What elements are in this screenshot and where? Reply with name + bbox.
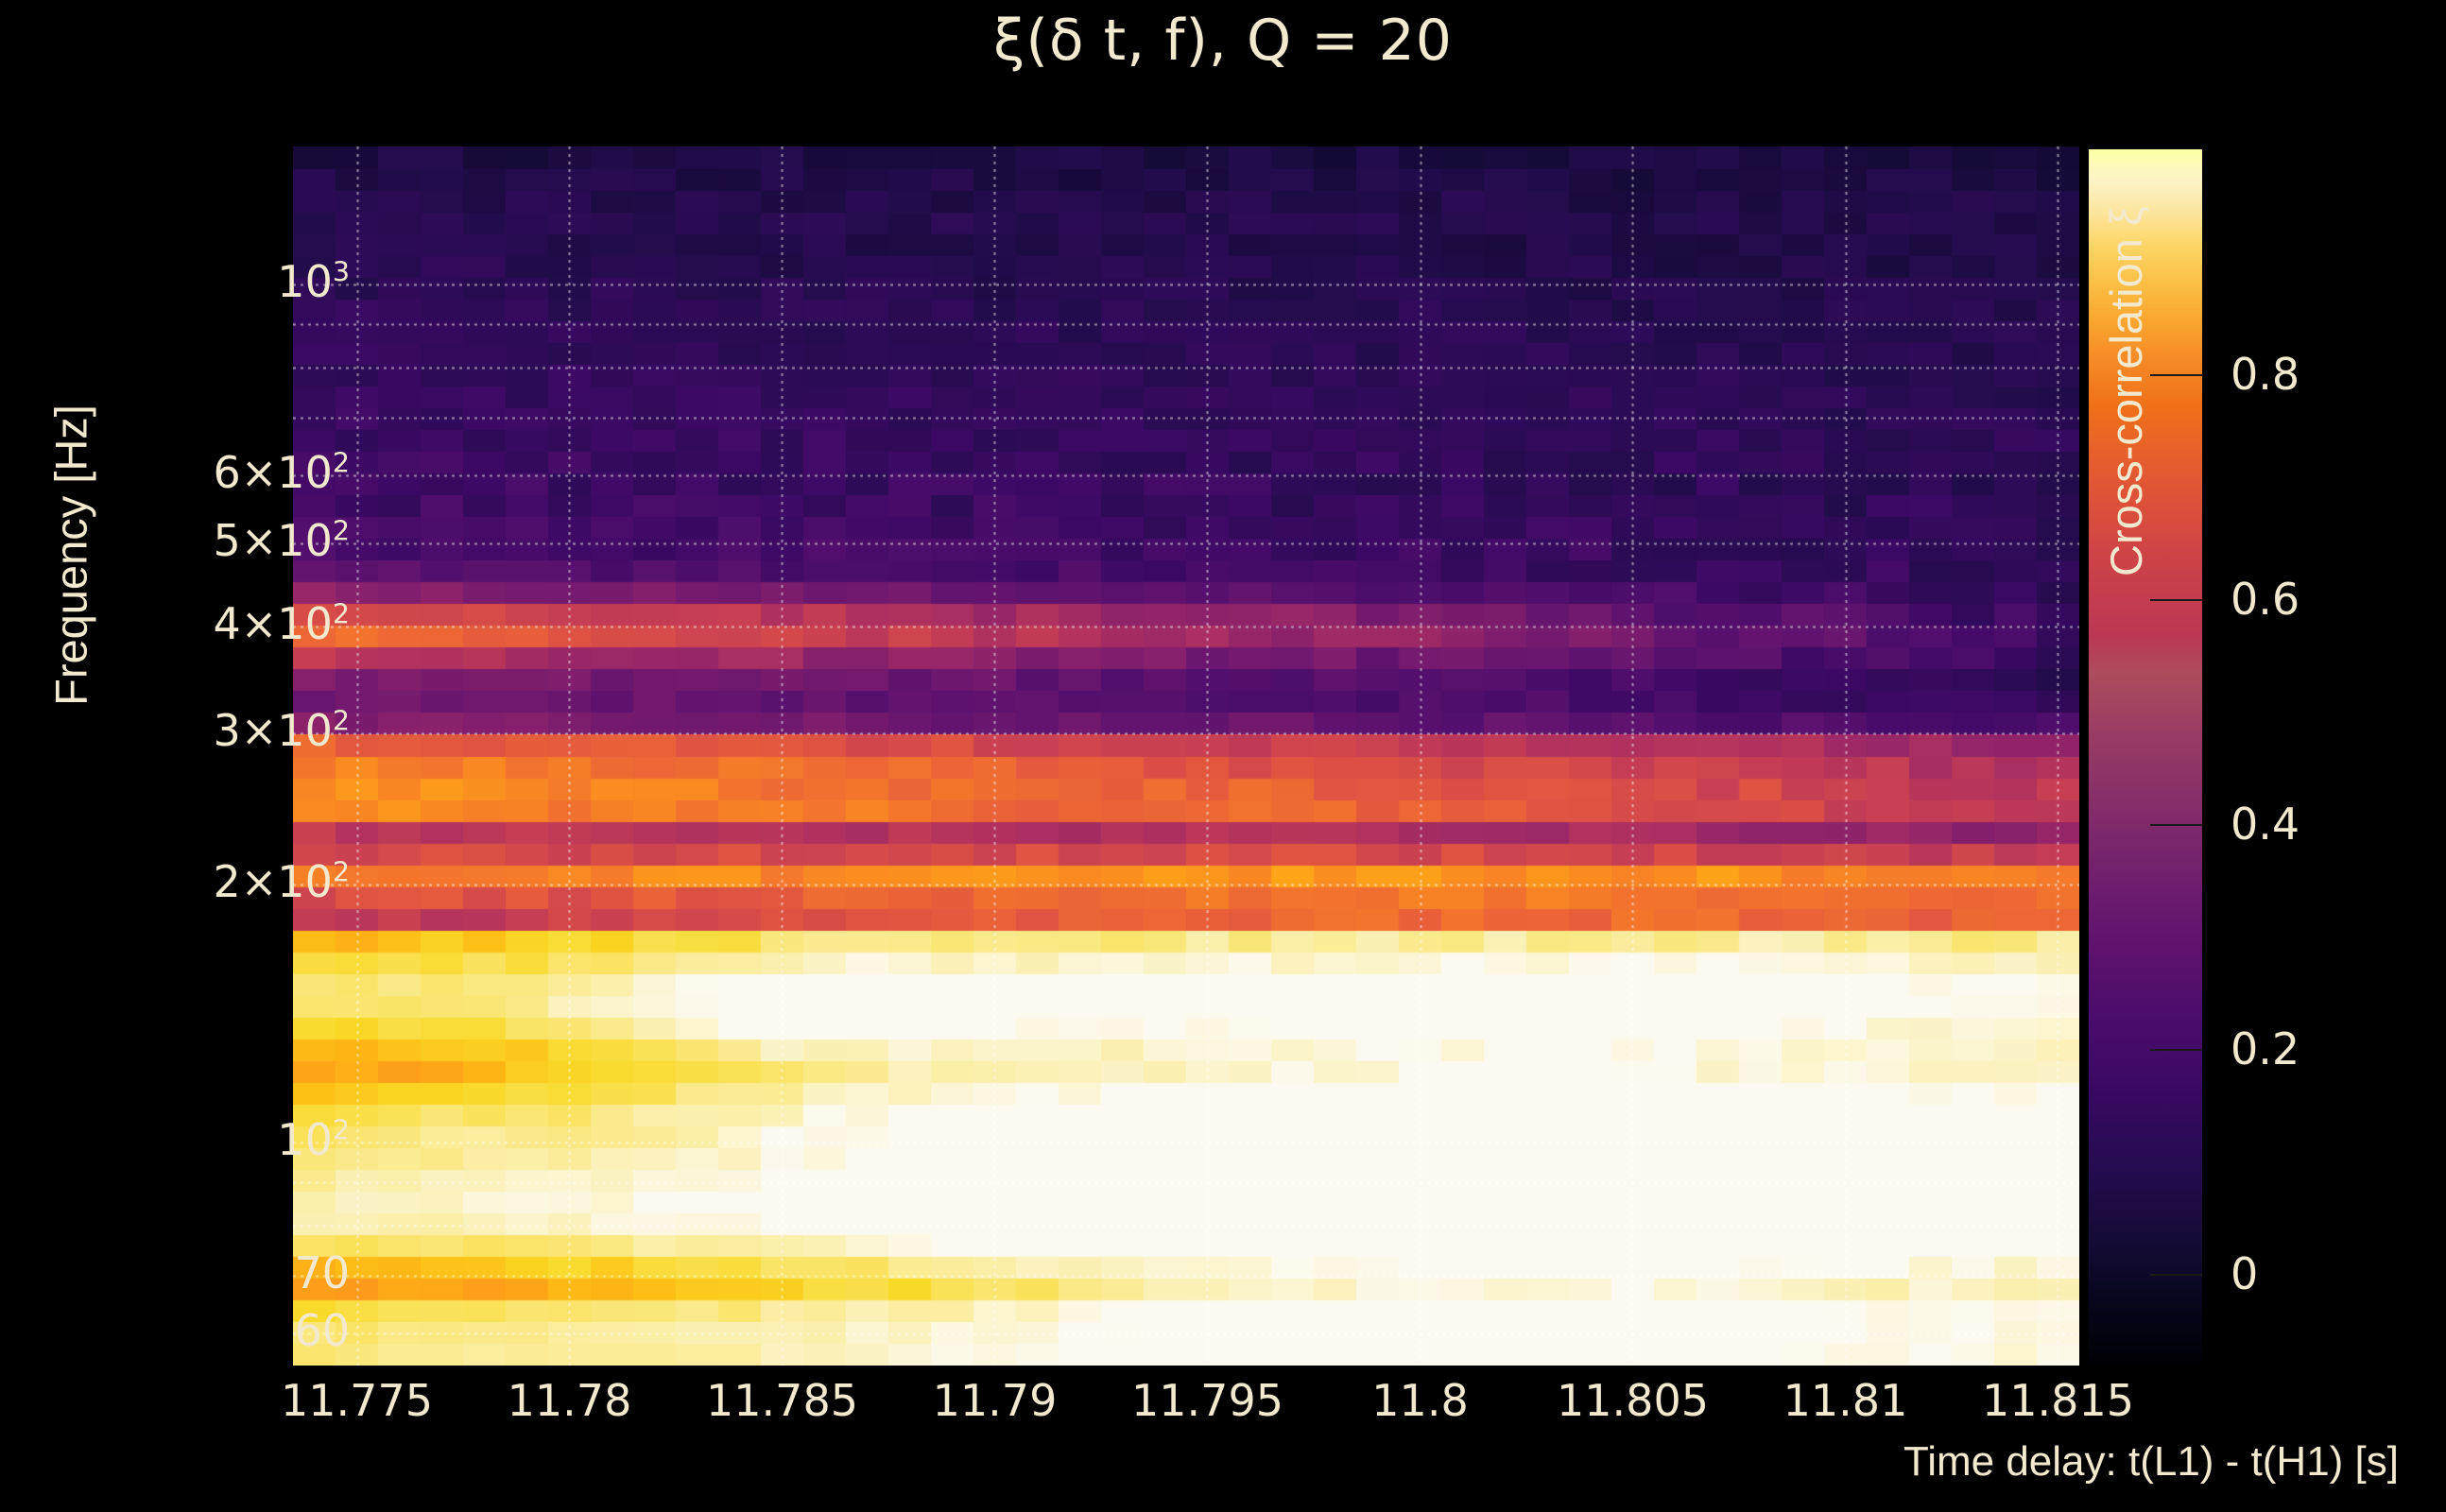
heatmap-plot-area xyxy=(293,146,2079,1366)
x-tick-label: 11.78 xyxy=(507,1375,632,1426)
colorbar-tick-mark xyxy=(2150,823,2202,826)
colorbar-tick-label: 0.6 xyxy=(2231,573,2300,625)
y-tick-label: 3×102 xyxy=(213,705,351,757)
colorbar-tick-mark xyxy=(2150,373,2202,376)
colorbar-tick-mark xyxy=(2150,598,2202,601)
x-tick-label: 11.805 xyxy=(1557,1375,1709,1426)
y-tick-label: 5×102 xyxy=(213,514,351,566)
x-tick-label: 11.8 xyxy=(1371,1375,1469,1426)
x-tick-label: 11.795 xyxy=(1131,1375,1283,1426)
x-tick-label: 11.79 xyxy=(932,1375,1058,1426)
y-tick-label: 70 xyxy=(294,1246,350,1298)
x-tick-label: 11.775 xyxy=(281,1375,433,1426)
colorbar-tick-mark xyxy=(2150,1048,2202,1051)
colorbar-tick-mark xyxy=(2150,1273,2202,1276)
colorbar-tick-label: 0.4 xyxy=(2231,798,2300,850)
y-tick-label: 2×102 xyxy=(213,856,351,908)
y-axis-label: Frequency [Hz] xyxy=(45,404,96,706)
colorbar-label: Cross-correlation ξ xyxy=(2101,206,2151,576)
colorbar-tick-label: 0.8 xyxy=(2231,348,2300,400)
chart-title: ξ(δ t, f), Q = 20 xyxy=(993,8,1453,74)
y-tick-label: 103 xyxy=(277,256,350,308)
x-axis-label: Time delay: t(L1) - t(H1) [s] xyxy=(1903,1438,2399,1485)
y-tick-label: 6×102 xyxy=(213,446,351,498)
y-tick-label: 4×102 xyxy=(213,597,351,649)
y-tick-label: 102 xyxy=(277,1114,350,1166)
x-tick-label: 11.81 xyxy=(1783,1375,1908,1426)
x-tick-label: 11.815 xyxy=(1982,1375,2134,1426)
colorbar xyxy=(2089,149,2202,1364)
colorbar-tick-label: 0.2 xyxy=(2231,1022,2300,1074)
colorbar-tick-label: 0 xyxy=(2231,1247,2259,1299)
heatmap-canvas xyxy=(293,146,2079,1366)
y-tick-label: 60 xyxy=(294,1304,350,1356)
x-tick-label: 11.785 xyxy=(706,1375,858,1426)
